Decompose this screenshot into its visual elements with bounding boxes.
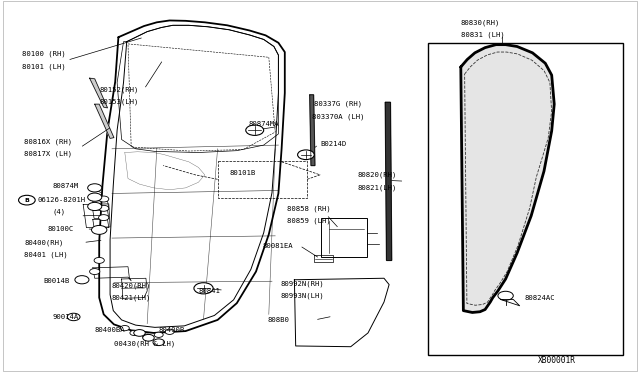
Polygon shape (95, 104, 114, 138)
Text: 80401 (LH): 80401 (LH) (24, 252, 68, 259)
Text: 80841: 80841 (198, 288, 220, 294)
Text: 80824AC: 80824AC (525, 295, 556, 301)
Circle shape (154, 332, 163, 337)
Polygon shape (385, 102, 392, 260)
Circle shape (165, 329, 174, 334)
Polygon shape (461, 45, 554, 312)
Text: 80400(RH): 80400(RH) (24, 239, 64, 246)
Circle shape (246, 125, 264, 135)
Text: (4): (4) (52, 209, 66, 215)
Text: 80101 (LH): 80101 (LH) (22, 64, 66, 70)
Text: 00430(RH & LH): 00430(RH & LH) (114, 341, 175, 347)
Text: 80992N(RH): 80992N(RH) (280, 280, 324, 287)
Text: 80400B: 80400B (159, 327, 185, 333)
Text: 80859 (LH): 80859 (LH) (287, 218, 330, 224)
Text: 80874M: 80874M (52, 183, 79, 189)
Circle shape (143, 334, 154, 341)
Circle shape (88, 193, 102, 201)
Text: 80820(RH): 80820(RH) (357, 171, 397, 178)
Text: 80100C: 80100C (48, 226, 74, 232)
Circle shape (134, 330, 145, 336)
Circle shape (498, 291, 513, 300)
Circle shape (130, 330, 139, 336)
Text: 803370A (LH): 803370A (LH) (312, 113, 365, 120)
Circle shape (153, 339, 164, 346)
Text: 80817X (LH): 80817X (LH) (24, 151, 72, 157)
Text: 06126-8201H: 06126-8201H (37, 197, 85, 203)
Circle shape (19, 195, 35, 205)
Circle shape (143, 334, 152, 339)
Circle shape (99, 196, 109, 202)
Text: 80337G (RH): 80337G (RH) (314, 101, 362, 108)
Circle shape (67, 313, 80, 321)
Circle shape (120, 326, 129, 331)
Circle shape (99, 215, 109, 221)
Circle shape (75, 276, 89, 284)
Text: 808B0: 808B0 (268, 317, 289, 323)
Text: 80101B: 80101B (229, 170, 255, 176)
Text: 80100 (RH): 80100 (RH) (22, 51, 66, 57)
Text: 80420(RH): 80420(RH) (112, 282, 152, 289)
Circle shape (88, 202, 102, 211)
Text: 80081EA: 80081EA (262, 243, 293, 248)
Text: 80830(RH): 80830(RH) (461, 19, 500, 26)
Bar (428, 43, 623, 355)
Text: 80152(RH): 80152(RH) (99, 86, 139, 93)
Text: 80874MA: 80874MA (248, 121, 279, 126)
Text: B: B (24, 198, 29, 203)
Text: B0014B: B0014B (44, 278, 70, 284)
Circle shape (99, 205, 109, 211)
Text: 80816X (RH): 80816X (RH) (24, 138, 72, 145)
Polygon shape (310, 95, 315, 166)
Text: 80153(LH): 80153(LH) (99, 99, 139, 105)
Polygon shape (90, 78, 108, 108)
Text: XB00001R: XB00001R (538, 356, 576, 365)
Text: 80421(LH): 80421(LH) (112, 294, 152, 301)
Bar (321, 218, 367, 257)
Text: 80831 (LH): 80831 (LH) (461, 32, 504, 38)
Text: 80400BA: 80400BA (95, 327, 125, 333)
Circle shape (92, 225, 107, 234)
Circle shape (90, 269, 100, 275)
Text: 80821(LH): 80821(LH) (357, 184, 397, 191)
Circle shape (194, 283, 213, 294)
Text: 80993N(LH): 80993N(LH) (280, 292, 324, 299)
Circle shape (298, 150, 314, 160)
Text: 90014A: 90014A (52, 314, 79, 320)
Text: 80858 (RH): 80858 (RH) (287, 205, 330, 212)
Text: B0214D: B0214D (320, 141, 346, 147)
Circle shape (88, 184, 102, 192)
Circle shape (94, 257, 104, 263)
